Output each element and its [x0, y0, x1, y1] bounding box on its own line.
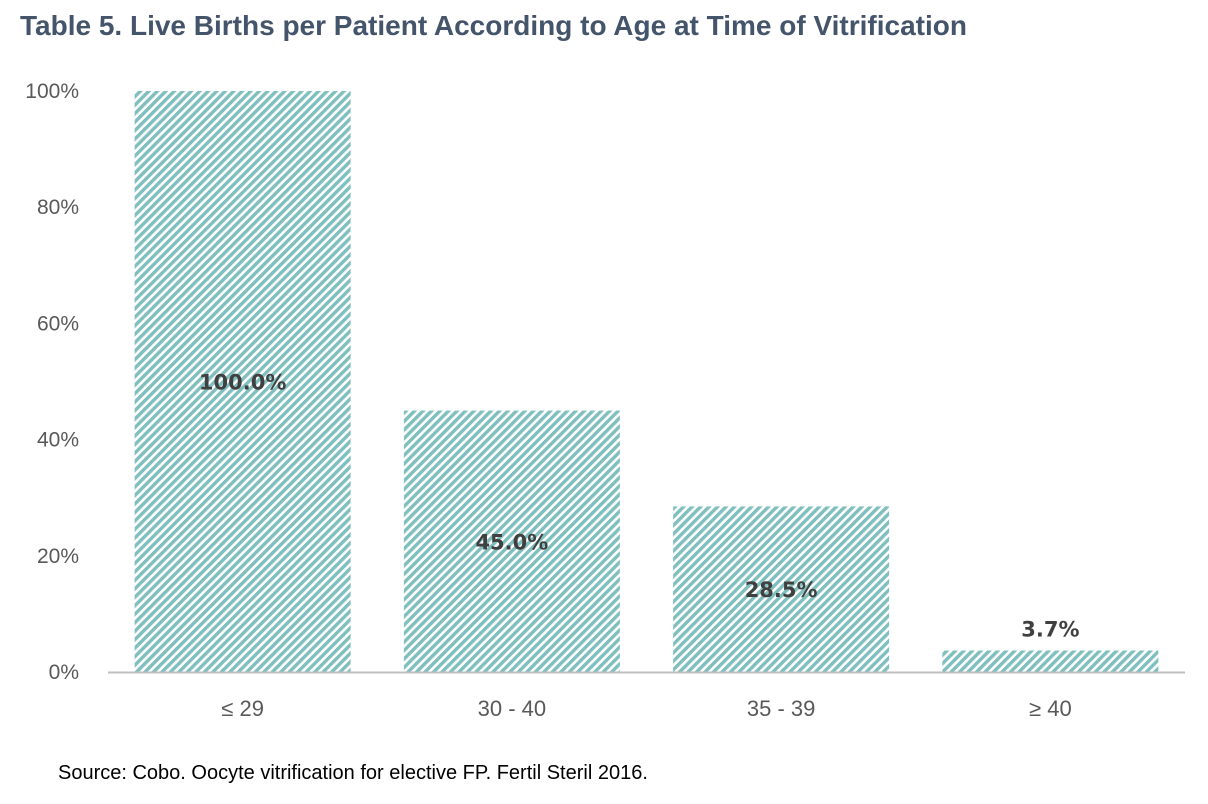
x-axis: ≤ 29 30 - 40 35 - 39 ≥ 40 — [108, 671, 1185, 721]
data-label: 100.0% — [199, 371, 286, 395]
y-tick-label: 80% — [37, 196, 79, 219]
data-label: 45.0% — [475, 530, 548, 554]
bar — [942, 650, 1159, 672]
bar-chart: 0%20%40%60%80%100% 100.0%45.0%28.5%3.7% … — [25, 80, 1185, 721]
x-category-label: ≥ 40 — [1029, 696, 1072, 721]
x-category-label: 35 - 39 — [747, 696, 816, 721]
y-tick-label: 60% — [37, 312, 79, 335]
source-note: Source: Cobo. Oocyte vitrification for e… — [58, 762, 648, 784]
x-category-label: 30 - 40 — [478, 696, 547, 721]
y-tick-label: 100% — [25, 80, 79, 103]
data-label: 28.5% — [745, 578, 818, 602]
x-category-label: ≤ 29 — [221, 696, 264, 721]
y-axis: 0% 20% 40% 60% 80% 100% — [25, 80, 79, 684]
bars-group: 100.0% 45.0% 28.5% 3.7% — [134, 91, 1159, 672]
chart-title: Table 5. Live Births per Patient Accordi… — [20, 10, 967, 41]
y-tick-label: 0% — [49, 661, 79, 684]
bar — [134, 91, 351, 672]
bar — [673, 506, 890, 672]
y-tick-label: 40% — [37, 429, 79, 452]
data-label: 3.7% — [1021, 618, 1079, 642]
bar — [403, 410, 620, 672]
y-tick-label: 20% — [37, 545, 79, 568]
